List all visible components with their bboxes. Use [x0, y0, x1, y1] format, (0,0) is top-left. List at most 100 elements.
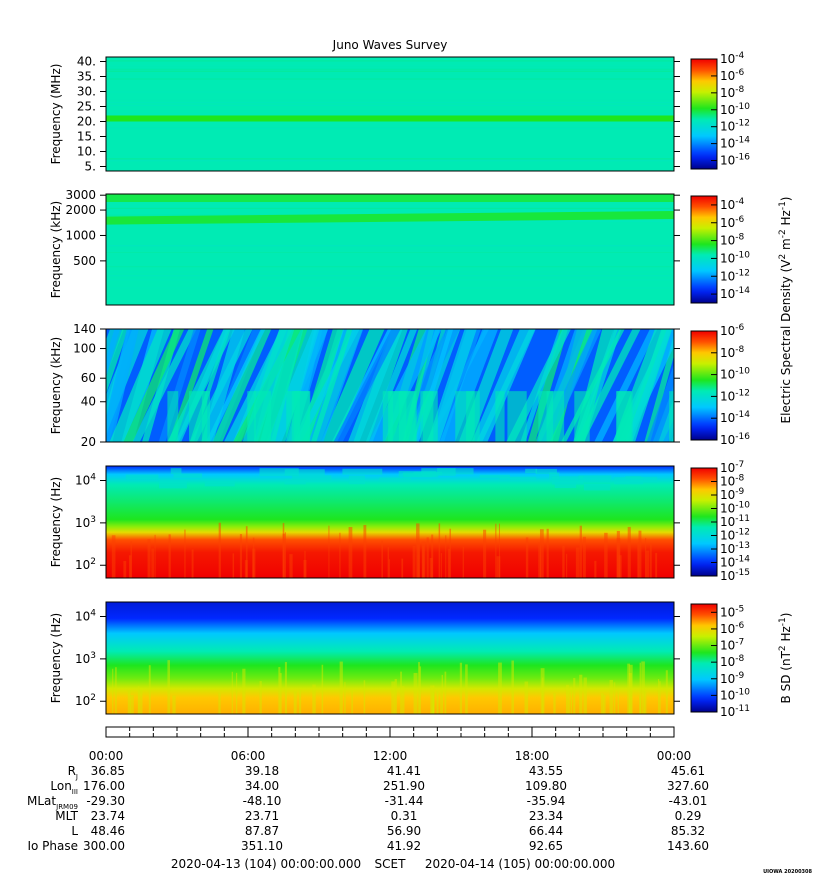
spike	[440, 687, 442, 714]
spike	[444, 671, 447, 714]
noise-line	[106, 70, 674, 72]
noise-line	[106, 127, 674, 129]
colorbar-label: 10-12	[720, 388, 750, 403]
low-freq-patch	[507, 391, 527, 442]
ephemeris-value: 56.90	[387, 824, 421, 838]
spike	[401, 686, 405, 714]
spike	[465, 664, 468, 714]
hf-patch	[291, 475, 332, 483]
plot-frame	[105, 193, 675, 306]
spike	[637, 543, 640, 578]
spike	[645, 550, 650, 578]
spike	[436, 691, 439, 714]
ytick-label: 102	[75, 693, 96, 708]
spike	[421, 541, 426, 578]
spike	[575, 547, 580, 578]
streak	[201, 329, 246, 442]
ephemeris-row-label: MLatJRM09	[27, 794, 78, 811]
ytick-label: 20	[81, 435, 96, 449]
spike	[339, 532, 341, 578]
spike	[218, 692, 221, 714]
streak	[575, 329, 641, 442]
spike	[604, 532, 608, 578]
ytick-label: 60	[81, 371, 96, 385]
low-freq-patch	[247, 391, 256, 442]
colorbar-label: 10-8	[720, 345, 745, 360]
spike	[440, 553, 442, 578]
spectrogram-panel-4: 104 103 102 Frequency (Hz) 10-710-810-910-10…	[49, 460, 750, 583]
spectrogram-image	[106, 466, 674, 578]
electric-colorbar-title: Electric Spectral Density (V2 m-2 Hz-1)	[778, 196, 793, 423]
spike	[429, 557, 433, 578]
spike	[566, 553, 568, 578]
ephemeris-value: 300.00	[83, 839, 125, 853]
low-freq-patch	[466, 391, 480, 442]
spike	[127, 690, 131, 714]
spike	[645, 537, 647, 578]
background-field	[106, 602, 674, 714]
colorbar-label: 10-6	[720, 323, 745, 338]
ephemeris-value: 23.71	[245, 809, 279, 823]
spectrogram-image	[106, 57, 674, 171]
colorbar-label: 10-11	[720, 704, 750, 719]
spike	[304, 550, 306, 578]
streak	[527, 329, 569, 442]
scet-label: SCET	[375, 857, 407, 871]
spike	[511, 660, 514, 714]
spike	[426, 537, 429, 578]
low-freq-patch	[167, 391, 179, 442]
colorbar-label: 10-8	[720, 654, 745, 669]
hf-patch	[551, 476, 584, 485]
streak	[106, 329, 129, 395]
spike	[639, 662, 642, 714]
streak	[175, 329, 230, 442]
hf-patch	[173, 473, 202, 478]
ytick-label: 5.	[85, 160, 96, 174]
ephemeris-row-label: RJ	[68, 764, 78, 781]
spike	[312, 684, 316, 714]
ephemeris-value: 92.65	[529, 839, 563, 853]
colorbar-label: 10-14	[720, 555, 750, 570]
spike	[539, 529, 544, 578]
colorbar-label: 10-10	[720, 250, 750, 265]
spike	[259, 681, 262, 714]
colorbar-label: 10-12	[720, 268, 750, 283]
colorbar-label: 10-10	[720, 687, 750, 702]
spike	[391, 681, 396, 714]
colorbar-label: 10-6	[720, 215, 745, 230]
spike	[524, 681, 529, 714]
y-axis-label: Frequency (Hz)	[49, 613, 63, 704]
noise-line	[106, 251, 674, 253]
spike	[419, 666, 422, 714]
colorbar-label: 10-12	[720, 119, 750, 134]
spike	[148, 665, 151, 714]
spike	[147, 539, 151, 578]
spike	[565, 684, 570, 714]
noise-line	[106, 245, 674, 247]
ephemeris-value: 251.90	[383, 779, 425, 793]
spike	[540, 668, 545, 714]
ephemeris-value: 45.61	[671, 764, 705, 778]
spike	[151, 548, 155, 578]
spike	[418, 662, 420, 714]
colorbar-label: 10-6	[720, 68, 745, 83]
ephemeris-value: 87.87	[245, 824, 279, 838]
streak	[594, 329, 658, 442]
streak	[310, 329, 353, 442]
colorbar-label: 10-4	[720, 51, 745, 66]
plot-frame	[105, 601, 675, 715]
emission-band	[106, 115, 674, 122]
ephemeris-row-label: MLT	[55, 809, 78, 823]
spike	[483, 529, 487, 578]
spike	[609, 679, 613, 714]
colorbar-label: 10-5	[720, 604, 744, 619]
spike	[431, 534, 434, 578]
ephemeris-value: 143.60	[667, 839, 709, 853]
spike	[583, 677, 587, 714]
ephemeris-value: 0.29	[675, 809, 702, 823]
ytick-label: 104	[75, 609, 96, 624]
spectrogram-image	[106, 194, 674, 305]
spike	[649, 543, 652, 578]
spike	[449, 528, 451, 578]
